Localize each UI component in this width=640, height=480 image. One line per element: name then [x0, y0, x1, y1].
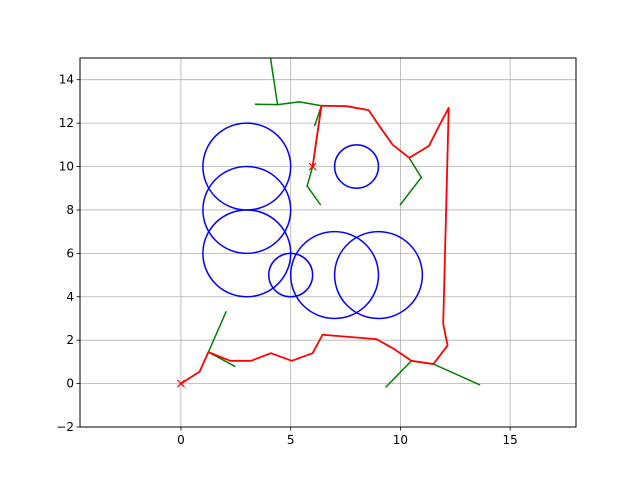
y-tick-label: 6 [66, 246, 74, 260]
plot-area [177, 58, 481, 388]
x-tick-label: 0 [177, 433, 185, 447]
x-tick-label: 10 [393, 433, 408, 447]
tree-edge [269, 58, 279, 106]
tree-edge [306, 185, 322, 206]
y-tick-label: −2 [56, 420, 74, 434]
tree-edge [399, 176, 423, 206]
axis-ticks: 0 5 10 15 −2 0 2 4 6 8 10 12 14 [56, 73, 518, 447]
y-tick-label: 12 [59, 116, 74, 130]
tree-edge [298, 100, 323, 107]
y-tick-label: 14 [59, 73, 74, 87]
y-tick-label: 8 [66, 203, 74, 217]
tree-edge [306, 165, 314, 187]
y-tick-label: 10 [59, 160, 74, 174]
obstacle-circle [267, 252, 314, 298]
start-marker-stroke [177, 379, 185, 388]
y-tick-label: 2 [66, 333, 74, 347]
x-tick-label: 5 [287, 433, 295, 447]
endpoint-markers [177, 162, 317, 388]
y-tick-label: 4 [66, 290, 74, 304]
goal-marker [308, 162, 317, 171]
obstacle-circle [333, 144, 380, 189]
x-tick-label: 15 [503, 433, 518, 447]
obstacle-circle [202, 165, 292, 255]
tree-edge [385, 359, 413, 388]
path-line [180, 104, 450, 385]
y-tick-label: 0 [66, 377, 74, 391]
tree-edge [276, 101, 301, 106]
obstacle-circle [333, 230, 424, 320]
planned-path [180, 104, 450, 385]
tree-edge [408, 156, 423, 179]
tree-edge [207, 310, 227, 354]
goal-marker-stroke [308, 162, 317, 171]
obstacle-circle [289, 230, 380, 320]
tree-edge [432, 363, 481, 386]
start-marker [177, 379, 185, 388]
obstacle-circles [202, 122, 424, 320]
axes-frame [79, 57, 577, 428]
